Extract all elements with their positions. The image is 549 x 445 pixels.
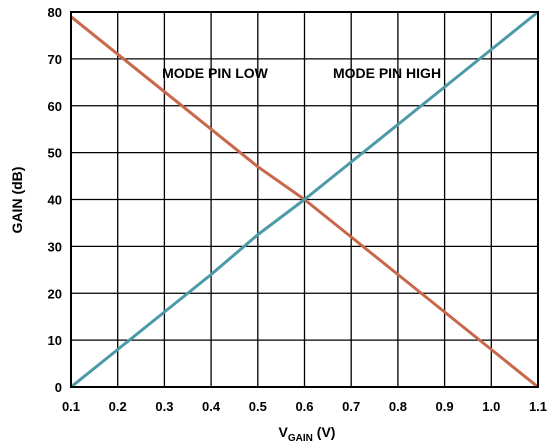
x-tick-label: 1.0 xyxy=(482,399,500,414)
annotation-mode-pin-low: MODE PIN LOW xyxy=(162,65,269,81)
x-axis-label-subscript: GAIN xyxy=(288,433,313,444)
x-tick-label: 1.1 xyxy=(529,399,547,414)
y-tick-labels: 0 10 20 30 40 50 60 70 80 xyxy=(48,5,62,395)
x-tick-label: 0.6 xyxy=(295,399,313,414)
x-tick-label: 0.1 xyxy=(62,399,80,414)
y-tick-label: 10 xyxy=(48,333,62,348)
x-tick-label: 0.4 xyxy=(202,399,221,414)
annotation-mode-pin-high: MODE PIN HIGH xyxy=(333,65,441,81)
x-axis-label-main: V xyxy=(279,424,289,440)
x-tick-label: 0.9 xyxy=(436,399,454,414)
y-tick-label: 70 xyxy=(48,52,62,67)
y-tick-label: 80 xyxy=(48,5,62,20)
plot-frame xyxy=(70,11,539,388)
x-tick-label: 0.7 xyxy=(342,399,360,414)
y-tick-label: 50 xyxy=(48,146,62,161)
y-tick-label: 30 xyxy=(48,239,62,254)
x-axis-label: VGAIN (V) xyxy=(279,424,336,444)
x-tick-label: 0.3 xyxy=(155,399,173,414)
x-tick-label: 0.5 xyxy=(249,399,267,414)
y-tick-label: 60 xyxy=(48,99,62,114)
y-tick-label: 0 xyxy=(55,380,62,395)
series-lines xyxy=(70,10,539,389)
x-tick-label: 0.8 xyxy=(389,399,407,414)
x-axis-label-unit: (V) xyxy=(313,424,336,440)
x-tick-label: 0.2 xyxy=(109,399,127,414)
x-tick-labels: 0.1 0.2 0.3 0.4 0.5 0.6 0.7 0.8 0.9 1.0 1.1 xyxy=(62,399,547,414)
y-tick-label: 20 xyxy=(48,286,62,301)
series-line-mode-pin-high xyxy=(70,10,539,389)
y-tick-label: 40 xyxy=(48,193,62,208)
y-axis-label: GAIN (dB) xyxy=(9,167,25,234)
